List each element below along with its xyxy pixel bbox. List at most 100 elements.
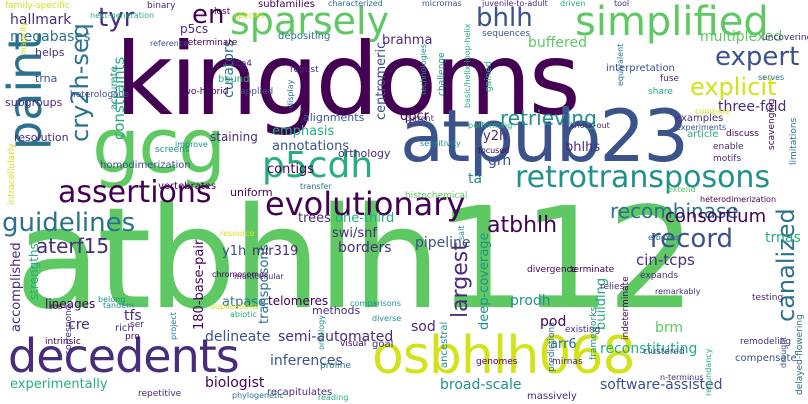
- word: remarkably: [655, 287, 701, 296]
- word: bound: [218, 74, 250, 85]
- word: serves: [758, 73, 785, 82]
- word: sensitivity: [420, 139, 461, 148]
- word: centromeric: [374, 41, 389, 120]
- word: inferences: [270, 353, 343, 369]
- word: frameworks: [589, 306, 599, 360]
- word: drought: [779, 336, 788, 368]
- word: ontology: [317, 315, 326, 350]
- word: project: [169, 312, 178, 340]
- word: redundancy: [704, 348, 713, 396]
- word: focused: [478, 146, 510, 155]
- word: explicit: [690, 73, 777, 101]
- word: broad-scale: [440, 377, 522, 393]
- word: micrornas: [422, 0, 462, 8]
- word: cre: [68, 317, 90, 333]
- word: heterodimerization: [700, 195, 777, 204]
- word: swi/snf: [332, 226, 377, 241]
- word: expert: [715, 42, 800, 72]
- word: sparsely: [230, 0, 390, 43]
- word: decedents: [8, 329, 240, 383]
- word: sequences: [482, 29, 531, 39]
- word: software-assisted: [600, 377, 723, 393]
- word: telomeres: [268, 294, 329, 308]
- word: characterized: [328, 0, 383, 8]
- word: resolution: [14, 131, 69, 144]
- word: staining: [210, 130, 258, 144]
- word: arr6: [550, 337, 577, 352]
- word: scavenging: [767, 98, 777, 150]
- word: chromosomes: [212, 270, 269, 279]
- word: motifs: [713, 154, 742, 164]
- word: methods: [312, 304, 361, 317]
- word: n-terminus: [660, 373, 704, 382]
- word: determinate: [182, 38, 238, 48]
- word: applied: [240, 87, 274, 97]
- word: mir319: [252, 244, 299, 259]
- word: consortium: [665, 206, 767, 227]
- word: ros: [50, 302, 63, 311]
- word: p5cs: [180, 22, 209, 36]
- word: accomplished: [9, 242, 24, 332]
- word: emphasis: [272, 124, 335, 139]
- word: borders: [338, 240, 392, 256]
- word: cin-tcps: [636, 251, 695, 269]
- word: intrinsic: [45, 337, 81, 347]
- word: recombinase: [610, 199, 739, 223]
- word: delineate: [205, 329, 271, 345]
- word: strengths: [27, 243, 41, 300]
- word: performing: [468, 121, 513, 130]
- word: tfs: [124, 308, 142, 324]
- word: atpub23: [400, 94, 689, 178]
- word: terminate: [570, 265, 615, 275]
- word: lineages: [45, 297, 96, 311]
- word: massively: [527, 391, 577, 402]
- word: gained: [484, 61, 494, 92]
- word: reconstituting: [600, 341, 698, 357]
- word: largest: [448, 242, 473, 318]
- word: p5cdh: [262, 145, 374, 186]
- word: resource: [220, 229, 255, 238]
- word: current: [405, 114, 434, 123]
- word: correspond: [64, 304, 74, 355]
- word: atpase: [222, 295, 267, 310]
- word: compensate: [735, 353, 797, 364]
- word: e-boxes: [648, 233, 680, 242]
- word: existing: [565, 325, 601, 335]
- word: multiplexed: [700, 29, 783, 45]
- word: screens: [155, 145, 190, 155]
- word: divergence: [527, 265, 578, 275]
- word: tyr: [98, 3, 135, 33]
- word: compare: [695, 107, 731, 116]
- word: equivalent: [616, 43, 625, 86]
- word: multicellular: [234, 272, 284, 281]
- word: genomes: [476, 357, 518, 367]
- word: trees: [298, 211, 331, 226]
- word: homodimerization: [100, 160, 191, 171]
- word: megabases: [10, 29, 91, 45]
- word: assertions: [58, 175, 212, 210]
- word: en: [192, 0, 225, 30]
- word: relies: [600, 282, 625, 292]
- word: accurate: [109, 66, 120, 110]
- word: experiments: [676, 123, 727, 132]
- word: one-third: [335, 211, 395, 226]
- word: fuse: [660, 74, 680, 84]
- word: share: [648, 87, 673, 97]
- word: abiotic: [230, 310, 257, 319]
- word: reference: [150, 39, 189, 48]
- word: interpretation: [606, 63, 675, 74]
- word: species: [234, 11, 264, 20]
- word: bhlh: [476, 3, 533, 33]
- word: indeterminate: [621, 276, 631, 340]
- word: juvenile-to-adult: [482, 0, 548, 8]
- word: osbhlh068: [372, 326, 636, 386]
- word: atbhlh112: [15, 178, 696, 341]
- word: duplications: [210, 302, 259, 311]
- word: canalized: [772, 208, 800, 322]
- word: vertebrates: [158, 181, 217, 192]
- word: binary: [147, 1, 176, 11]
- word: belong: [98, 295, 126, 304]
- word: gcg: [92, 101, 226, 190]
- word: driven: [560, 0, 586, 8]
